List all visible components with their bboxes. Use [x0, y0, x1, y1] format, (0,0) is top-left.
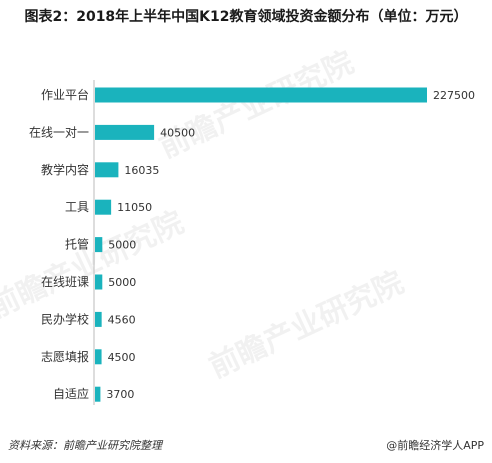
value-label: 4560 — [108, 313, 136, 326]
category-label: 在线班课 — [41, 275, 89, 289]
value-label: 11050 — [117, 201, 152, 214]
value-label: 5000 — [108, 239, 136, 252]
category-label: 作业平台 — [41, 87, 89, 102]
bar — [95, 199, 112, 215]
value-label: 40500 — [160, 126, 195, 139]
value-label: 3700 — [106, 388, 134, 401]
category-label: 工具 — [65, 200, 89, 214]
bar — [95, 124, 155, 140]
chart-title: 图表2：2018年上半年中国K12教育领域投资金额分布（单位：万元） — [24, 9, 468, 25]
category-label: 民办学校 — [41, 311, 89, 326]
category-label: 自适应 — [53, 386, 89, 401]
value-label: 227500 — [433, 89, 475, 102]
bar — [95, 386, 101, 402]
bar — [95, 311, 102, 327]
bar — [95, 349, 102, 365]
brand-label: @前瞻经济学人APP — [386, 439, 484, 452]
category-label: 教学内容 — [41, 162, 89, 177]
category-label: 在线一对一 — [29, 125, 89, 139]
bar — [95, 162, 119, 178]
bar — [95, 274, 103, 290]
category-label: 志愿填报 — [41, 349, 89, 364]
source-note: 资料来源：前瞻产业研究院整理 — [8, 439, 162, 452]
value-label: 16035 — [124, 164, 159, 177]
bar — [95, 87, 427, 103]
value-label: 4500 — [108, 351, 136, 364]
bar — [95, 237, 103, 253]
value-label: 5000 — [108, 276, 136, 289]
category-label: 托管 — [65, 237, 89, 252]
